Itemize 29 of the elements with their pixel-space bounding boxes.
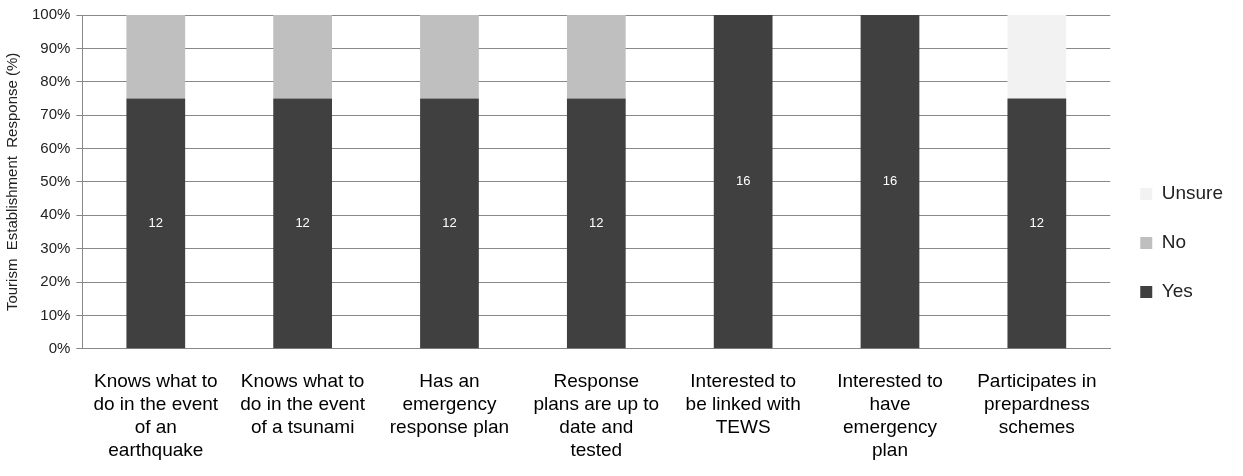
x-tick-label: Knows what to do in the event of a tsunami (240, 370, 366, 438)
annotation: 16 (735, 173, 751, 189)
x-tick-label: Participates in prepardness schemes (977, 370, 1097, 438)
legend-label: No (1161, 231, 1187, 253)
x-tick-label: Response plans are up to date and tested (533, 370, 660, 460)
y-tick-label: 60% (40, 138, 71, 156)
y-tick-label: 0% (48, 338, 71, 356)
x-tick-label: Has an emergency response plan (389, 370, 510, 438)
legend-label: Unsure (1161, 182, 1223, 204)
annotation: 12 (1029, 214, 1045, 230)
y-tick-label: 10% (40, 305, 71, 323)
y-tick-label: 50% (40, 172, 71, 190)
annotation: 12 (148, 214, 164, 230)
annotation: 16 (882, 173, 898, 189)
annotation: 12 (589, 214, 604, 230)
y-tick-label: 40% (40, 205, 71, 223)
y-tick-label: 100% (31, 5, 71, 23)
annotation: 12 (442, 214, 457, 230)
annotation: 12 (295, 214, 310, 230)
legend-label: Yes (1161, 280, 1193, 302)
y-axis-title: Tourism Establishment Response (%) (3, 52, 21, 312)
y-tick-label: 30% (40, 238, 71, 256)
y-tick-label: 20% (40, 272, 71, 290)
x-tick-label: Knows what to do in the event of an earthquake (93, 370, 219, 460)
x-tick-label: Interested to be linked with TEWS (685, 370, 801, 438)
y-tick-label: 90% (40, 38, 71, 56)
y-tick-label: 80% (40, 71, 71, 89)
y-tick-label: 70% (40, 105, 71, 123)
x-tick-label: Interested to have emergency plan (837, 370, 943, 460)
